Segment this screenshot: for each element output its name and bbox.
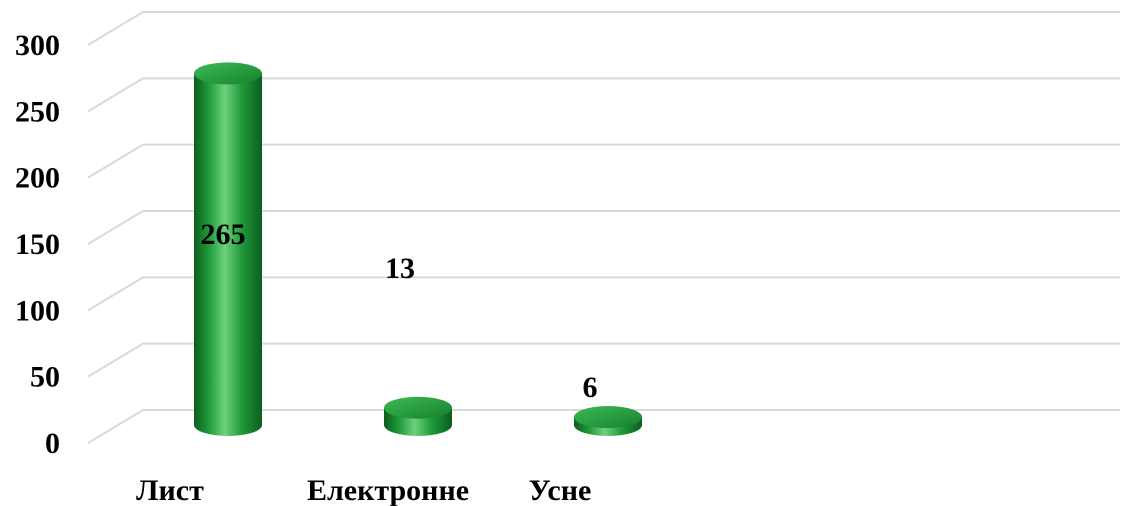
category-label: Усне: [529, 474, 592, 506]
gridline: [87, 77, 1120, 113]
bar: [194, 73, 262, 436]
gridline: [87, 143, 1120, 179]
y-tick-label: 150: [15, 228, 60, 261]
bars: [194, 62, 642, 436]
y-tick-label: 100: [15, 294, 60, 327]
y-tick-label: 200: [15, 162, 60, 195]
gridline: [87, 276, 1120, 312]
gridline: [87, 342, 1120, 378]
gridline: [87, 210, 1120, 245]
y-tick-label: 250: [15, 95, 60, 128]
data-label: 265: [201, 218, 246, 251]
y-tick-label: 300: [15, 29, 60, 62]
data-label: 6: [583, 371, 598, 404]
gridline: [87, 409, 1120, 444]
x-axis-category-labels: Лист Електронне Усне: [136, 474, 591, 506]
gridline: [87, 11, 1120, 46]
category-label: Електронне: [307, 474, 469, 506]
bar-top-cap: [194, 62, 262, 85]
bar-top-cap: [384, 396, 452, 419]
y-axis-tick-labels: 0 50 100 150 200 250 300: [15, 29, 60, 460]
gridlines: [87, 11, 1120, 444]
category-label: Лист: [136, 474, 204, 506]
bar-top-cap: [574, 406, 642, 429]
y-tick-label: 0: [45, 427, 60, 460]
y-tick-label: 50: [30, 361, 60, 394]
data-label: 13: [385, 252, 415, 285]
data-labels: 265 13 6: [201, 218, 598, 404]
